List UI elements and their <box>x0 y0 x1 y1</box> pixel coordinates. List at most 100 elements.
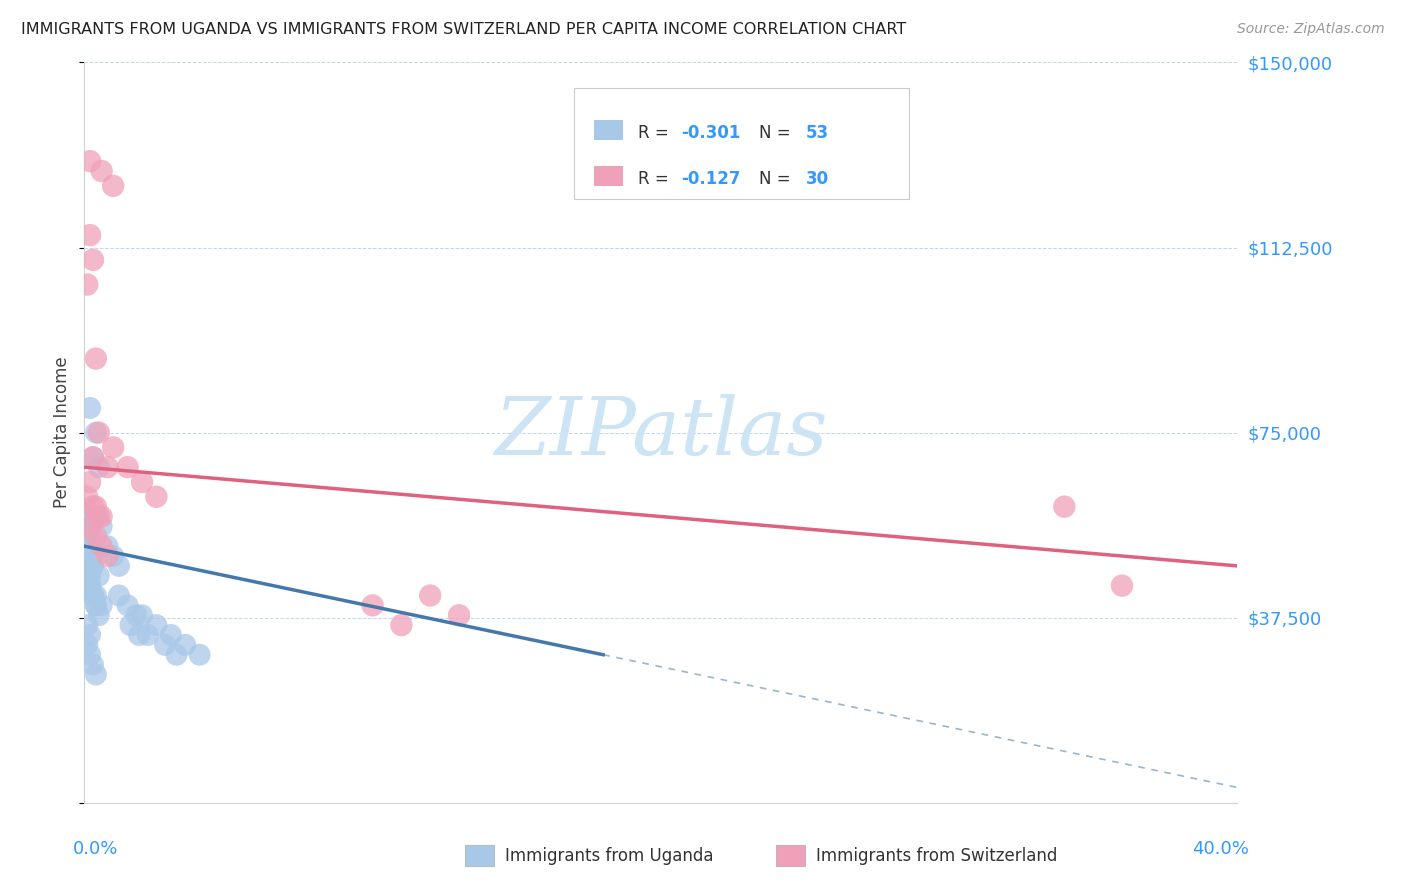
Point <box>87 425 110 440</box>
Point <box>76 568 98 582</box>
FancyBboxPatch shape <box>575 88 908 200</box>
Point <box>84 425 107 440</box>
Text: 53: 53 <box>806 124 830 142</box>
Point <box>82 252 104 267</box>
Point <box>166 648 188 662</box>
Point <box>76 277 98 292</box>
Point <box>117 460 139 475</box>
Text: 40.0%: 40.0% <box>1192 840 1249 858</box>
Point <box>96 460 118 475</box>
Point <box>76 509 98 524</box>
Point <box>79 539 101 553</box>
Point <box>82 450 104 465</box>
Text: IMMIGRANTS FROM UGANDA VS IMMIGRANTS FROM SWITZERLAND PER CAPITA INCOME CORRELAT: IMMIGRANTS FROM UGANDA VS IMMIGRANTS FRO… <box>21 22 907 37</box>
Point <box>188 648 211 662</box>
Point <box>87 460 110 475</box>
Point <box>90 509 112 524</box>
Point <box>131 608 153 623</box>
Text: -0.301: -0.301 <box>682 124 741 142</box>
Point <box>76 579 98 593</box>
Text: N =: N = <box>759 169 796 187</box>
Text: Immigrants from Switzerland: Immigrants from Switzerland <box>817 847 1057 865</box>
Point <box>361 599 384 613</box>
FancyBboxPatch shape <box>776 845 806 866</box>
Point <box>76 539 98 553</box>
Point <box>90 539 112 553</box>
Point <box>84 509 107 524</box>
Point <box>103 178 124 193</box>
Point <box>82 500 104 514</box>
Point <box>79 579 101 593</box>
Point <box>87 509 110 524</box>
Point <box>108 558 131 573</box>
Point <box>82 549 104 563</box>
Text: R =: R = <box>638 169 673 187</box>
Point <box>1053 500 1076 514</box>
Point <box>76 618 98 632</box>
Point <box>82 589 104 603</box>
Point <box>82 558 104 573</box>
Point <box>125 608 148 623</box>
Point <box>84 529 107 543</box>
Point <box>120 618 142 632</box>
FancyBboxPatch shape <box>593 166 623 186</box>
Point <box>79 228 101 243</box>
Point <box>84 667 107 681</box>
Point <box>82 558 104 573</box>
Point <box>87 568 110 582</box>
Point <box>131 475 153 489</box>
Point <box>79 579 101 593</box>
Point <box>79 475 101 489</box>
FancyBboxPatch shape <box>593 120 623 140</box>
Point <box>145 618 167 632</box>
Text: ZIPatlas: ZIPatlas <box>494 394 828 471</box>
Point <box>76 549 98 563</box>
Point <box>79 154 101 169</box>
Point <box>79 549 101 563</box>
Y-axis label: Per Capita Income: Per Capita Income <box>53 357 72 508</box>
Text: R =: R = <box>638 124 673 142</box>
Point <box>174 638 197 652</box>
Point <box>82 450 104 465</box>
Point <box>79 568 101 582</box>
Point <box>449 608 471 623</box>
Point <box>90 164 112 178</box>
Point <box>79 648 101 662</box>
Text: Immigrants from Uganda: Immigrants from Uganda <box>505 847 714 865</box>
Text: Source: ZipAtlas.com: Source: ZipAtlas.com <box>1237 22 1385 37</box>
Point <box>103 441 124 455</box>
Point <box>160 628 183 642</box>
Point <box>76 490 98 504</box>
Point <box>79 519 101 533</box>
Point <box>84 351 107 366</box>
Point <box>96 549 118 563</box>
Point <box>90 519 112 533</box>
Point <box>145 490 167 504</box>
Point <box>76 558 98 573</box>
Point <box>79 524 101 539</box>
Point <box>87 608 110 623</box>
Text: N =: N = <box>759 124 796 142</box>
Point <box>391 618 413 632</box>
Point <box>108 589 131 603</box>
Point <box>136 628 159 642</box>
Point <box>84 599 107 613</box>
Point <box>1111 579 1133 593</box>
Point <box>82 657 104 672</box>
Point <box>419 589 441 603</box>
Point <box>90 599 112 613</box>
Point <box>79 628 101 642</box>
Point <box>84 500 107 514</box>
Point <box>84 599 107 613</box>
FancyBboxPatch shape <box>465 845 494 866</box>
Point <box>117 599 139 613</box>
Text: 30: 30 <box>806 169 830 187</box>
Point <box>82 589 104 603</box>
Point <box>76 529 98 543</box>
Point <box>103 549 124 563</box>
Point <box>84 589 107 603</box>
Text: -0.127: -0.127 <box>682 169 741 187</box>
Point <box>153 638 176 652</box>
Point <box>128 628 150 642</box>
Point <box>79 401 101 415</box>
